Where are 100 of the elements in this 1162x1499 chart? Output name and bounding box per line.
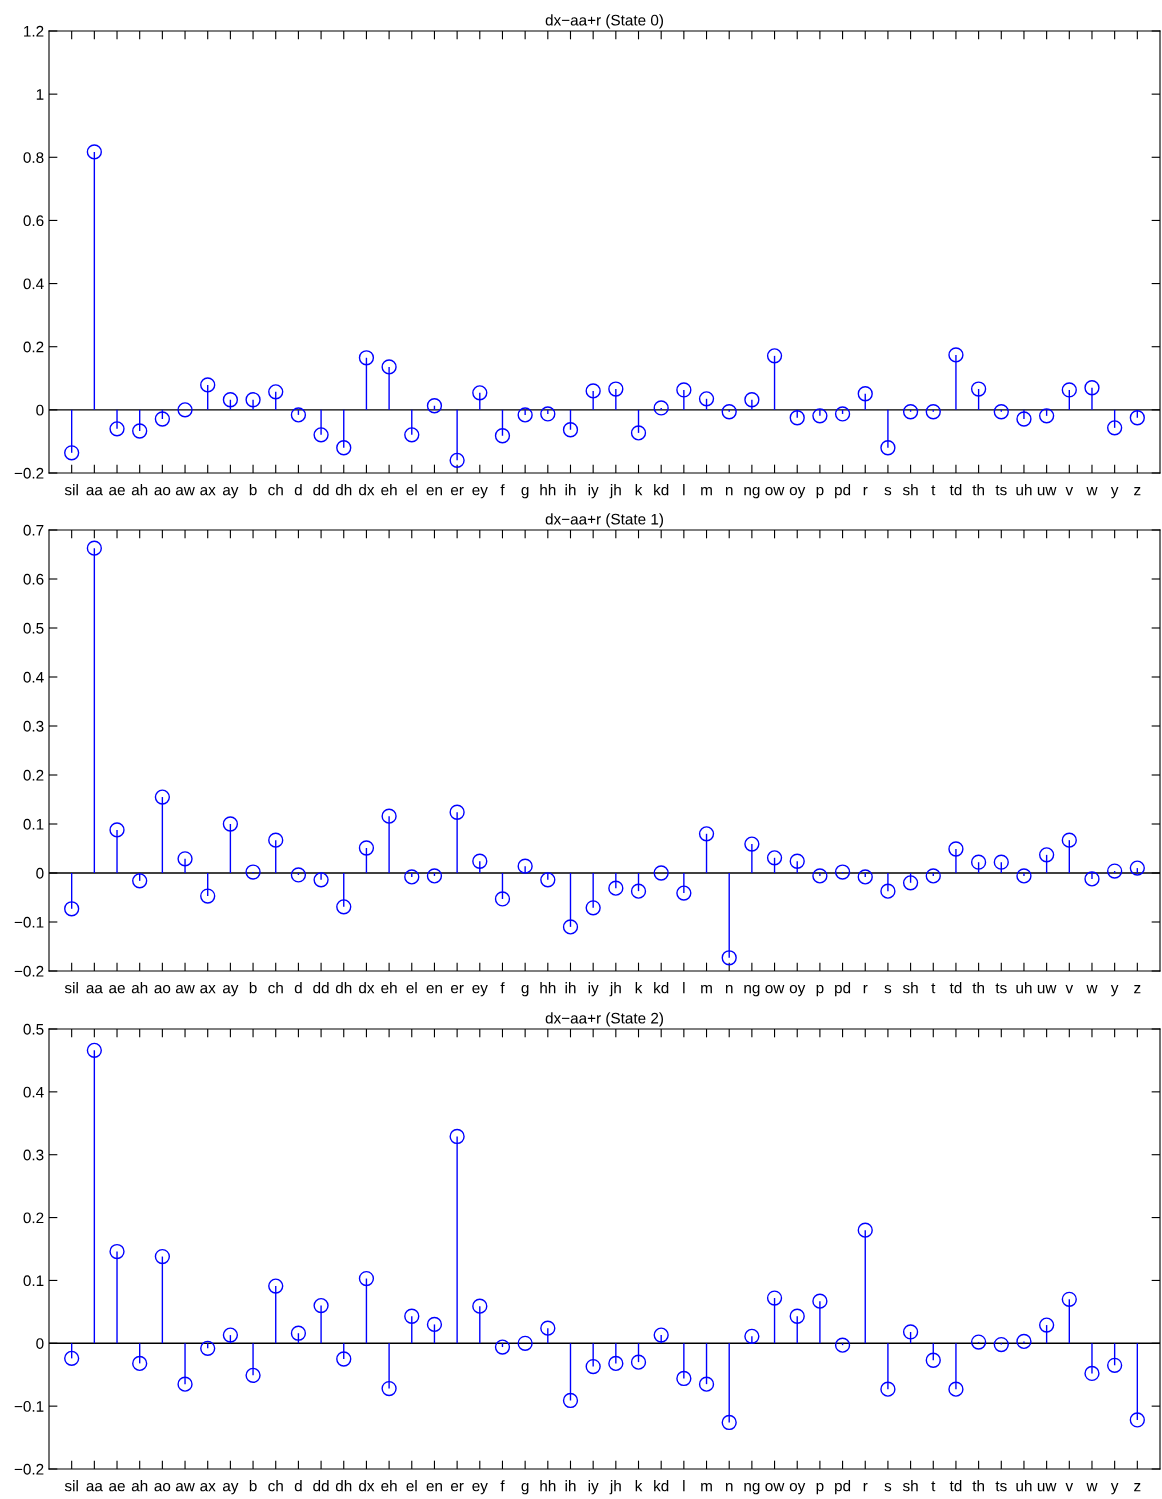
x-tick-label: el (406, 1480, 417, 1492)
x-tick-label: ih (565, 982, 576, 994)
point (653, 400, 669, 416)
point (540, 1320, 556, 1336)
point (494, 1339, 511, 1355)
point (517, 858, 533, 874)
point (222, 1327, 239, 1343)
point (268, 1278, 284, 1294)
y-tick-label: 0 (36, 1338, 44, 1349)
point (608, 1355, 624, 1372)
y-tick-label: 0.8 (23, 152, 44, 163)
x-tick-label: ch (268, 1480, 283, 1492)
x-tick-label: ch (268, 982, 283, 994)
x-tick-label: p (816, 984, 824, 997)
x-tick-label: s (884, 486, 892, 496)
x-tick-label: l (683, 484, 685, 496)
point (222, 392, 239, 408)
x-tick-label: ey (472, 486, 488, 499)
point (834, 864, 851, 880)
y-tick-label: −0.2 (14, 1463, 44, 1475)
point (993, 1336, 1009, 1353)
y-tick-label: 0.2 (23, 769, 44, 781)
point (132, 1355, 148, 1372)
x-tick-label: en (426, 1482, 442, 1492)
point (1129, 410, 1145, 426)
point (698, 1376, 715, 1392)
point (109, 421, 125, 437)
y-tick-label: 0.5 (23, 1023, 44, 1035)
x-tick-label: kd (654, 484, 669, 496)
point (857, 869, 873, 885)
point (494, 428, 511, 444)
x-tick-label: k (635, 484, 643, 496)
point (1016, 411, 1032, 427)
point (1129, 1412, 1145, 1428)
x-tick-label: pd (835, 982, 851, 997)
chart-title: dx−aa+r (State 2) (545, 1012, 663, 1027)
x-tick-label: ay (222, 486, 239, 499)
x-tick-label: uw (1037, 1483, 1057, 1492)
x-tick-label: sh (902, 1480, 918, 1492)
point (404, 427, 420, 443)
x-tick-label: td (949, 484, 962, 496)
point (517, 1335, 533, 1351)
point (1107, 863, 1123, 879)
point (200, 888, 216, 904)
point (86, 540, 102, 556)
point (1038, 847, 1055, 863)
x-tick-label: g (521, 984, 529, 997)
point (1061, 382, 1077, 398)
x-tick-label: sil (64, 1480, 78, 1492)
x-tick-label: ow (765, 984, 785, 994)
point (902, 1324, 919, 1340)
point (970, 1334, 987, 1350)
x-tick-label: ts (995, 485, 1007, 496)
x-tick-label: sh (902, 982, 918, 994)
point (653, 1327, 669, 1343)
point (562, 919, 579, 935)
point (630, 1354, 647, 1370)
x-tick-label: el (406, 982, 417, 994)
x-tick-label: pd (835, 484, 851, 499)
x-tick-label: ng (744, 984, 760, 997)
x-tick-label: eh (381, 982, 397, 994)
x-tick-label: uh (1016, 982, 1032, 994)
x-tick-label: ay (222, 984, 239, 997)
point (313, 872, 329, 888)
y-tick-label: −0.2 (14, 965, 44, 977)
y-tick-label: 0.4 (23, 278, 44, 290)
x-tick-label: uh (1016, 484, 1032, 496)
point (608, 381, 624, 397)
point (834, 406, 851, 422)
point (857, 1222, 873, 1238)
point (834, 1337, 851, 1353)
x-tick-label: m (701, 984, 712, 994)
point (245, 1367, 261, 1383)
point (948, 841, 964, 857)
point (562, 422, 579, 438)
x-tick-label: b (249, 484, 257, 496)
x-tick-label: n (725, 984, 733, 994)
y-tick-label: 0.6 (23, 573, 44, 585)
x-tick-label: t (931, 1481, 936, 1492)
x-tick-label: dd (313, 1480, 329, 1492)
x-tick-label: v (1065, 487, 1074, 496)
x-tick-label: dh (335, 484, 352, 496)
point (381, 808, 397, 824)
x-tick-label: dx (359, 484, 375, 496)
point (313, 1297, 329, 1314)
point (630, 425, 647, 441)
x-tick-label: hh (540, 1480, 556, 1492)
point (222, 816, 239, 832)
x-tick-label: p (816, 486, 824, 499)
x-tick-label: th (972, 982, 984, 994)
x-tick-label: y (1110, 487, 1119, 499)
point (948, 1381, 964, 1397)
x-tick-label: p (816, 1482, 824, 1495)
point (336, 899, 352, 915)
x-tick-label: ao (154, 984, 171, 994)
y-tick-label: −0.2 (14, 467, 44, 479)
x-tick-label: aa (86, 486, 103, 496)
point (290, 1325, 307, 1341)
point (1038, 1317, 1055, 1333)
point (381, 1380, 397, 1397)
